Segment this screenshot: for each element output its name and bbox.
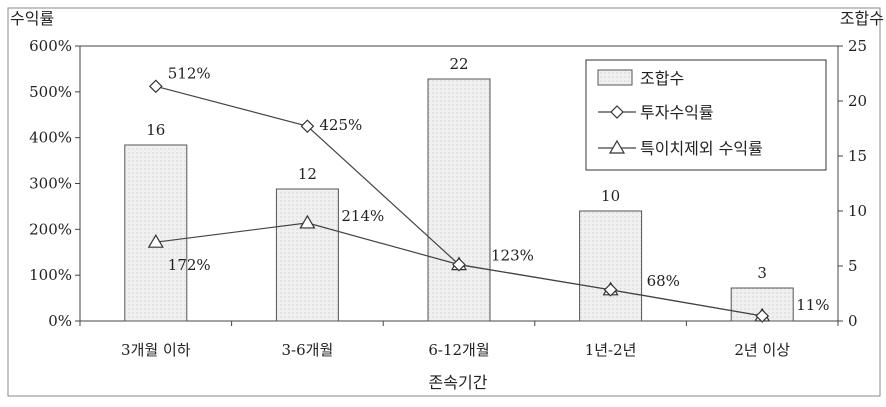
legend: 조합수 투자수익률 특이치제외 수익률 <box>585 59 827 171</box>
legend-label-returns: 투자수익률 <box>640 103 714 122</box>
bar <box>275 188 339 322</box>
excluded-returns-point <box>147 233 164 248</box>
returns-data-label: 11% <box>796 296 829 314</box>
y-right-tick-label: 10 <box>848 202 867 220</box>
bar <box>579 210 643 322</box>
returns-point <box>300 119 315 134</box>
y-right-tick-label: 0 <box>848 312 858 330</box>
y-right-tick-label: 5 <box>848 257 858 275</box>
legend-label-bars: 조합수 <box>640 69 684 88</box>
returns-point <box>755 309 770 323</box>
y-right-axis-title: 조합수 <box>840 9 884 28</box>
legend-bar-swatch <box>597 69 633 86</box>
y-left-tick-label: 200% <box>29 220 72 238</box>
bar <box>427 78 491 322</box>
y-left-tick-label: 600% <box>29 37 72 55</box>
y-left-axis-title: 수익률 <box>10 9 54 28</box>
returns-data-label: 123% <box>491 247 534 265</box>
x-tick-label: 2년 이상 <box>734 341 790 359</box>
y-left-tick-label: 500% <box>29 83 72 101</box>
x-tick-label: 6-12개월 <box>428 341 489 359</box>
x-axis-title: 존속기간 <box>429 373 488 392</box>
legend-triangle-icon <box>608 139 626 154</box>
returns-data-label: 425% <box>319 116 362 134</box>
x-tick-label: 3개월 이하 <box>121 341 191 359</box>
bar-data-label: 22 <box>449 55 468 73</box>
y-left-tick-label: 300% <box>29 175 72 193</box>
bar-data-label: 3 <box>757 264 767 282</box>
bar-data-label: 10 <box>601 187 620 205</box>
returns-point <box>148 79 163 94</box>
y-left-tick-label: 400% <box>29 129 72 147</box>
legend-diamond-icon <box>610 105 624 119</box>
excluded-returns-point <box>299 214 316 229</box>
excluded-returns-data-label: 172% <box>168 256 211 274</box>
y-left-tick-label: 0% <box>48 312 72 330</box>
returns-data-label: 68% <box>647 272 680 290</box>
x-tick-label: 1년-2년 <box>585 341 637 359</box>
bar-data-label: 16 <box>146 121 165 139</box>
legend-label-excluded: 특이치제외 수익률 <box>640 139 763 158</box>
bar <box>124 144 188 322</box>
y-right-tick-label: 15 <box>848 147 867 165</box>
returns-point <box>452 257 466 272</box>
y-right-tick-label: 25 <box>848 37 867 55</box>
returns-point <box>603 282 618 297</box>
y-left-tick-label: 100% <box>29 266 72 284</box>
excluded-returns-data-label: 214% <box>341 207 384 225</box>
bar-data-label: 12 <box>298 165 317 183</box>
returns-data-label: 512% <box>168 64 211 82</box>
plot-layer: 0% 100% 200% 300% 400% 500% 600% 0 5 10 15 20 25 3개월 … <box>29 37 867 359</box>
x-tick-label: 3-6개월 <box>282 341 334 359</box>
y-right-tick-label: 20 <box>848 92 867 110</box>
chart-frame <box>7 7 881 397</box>
